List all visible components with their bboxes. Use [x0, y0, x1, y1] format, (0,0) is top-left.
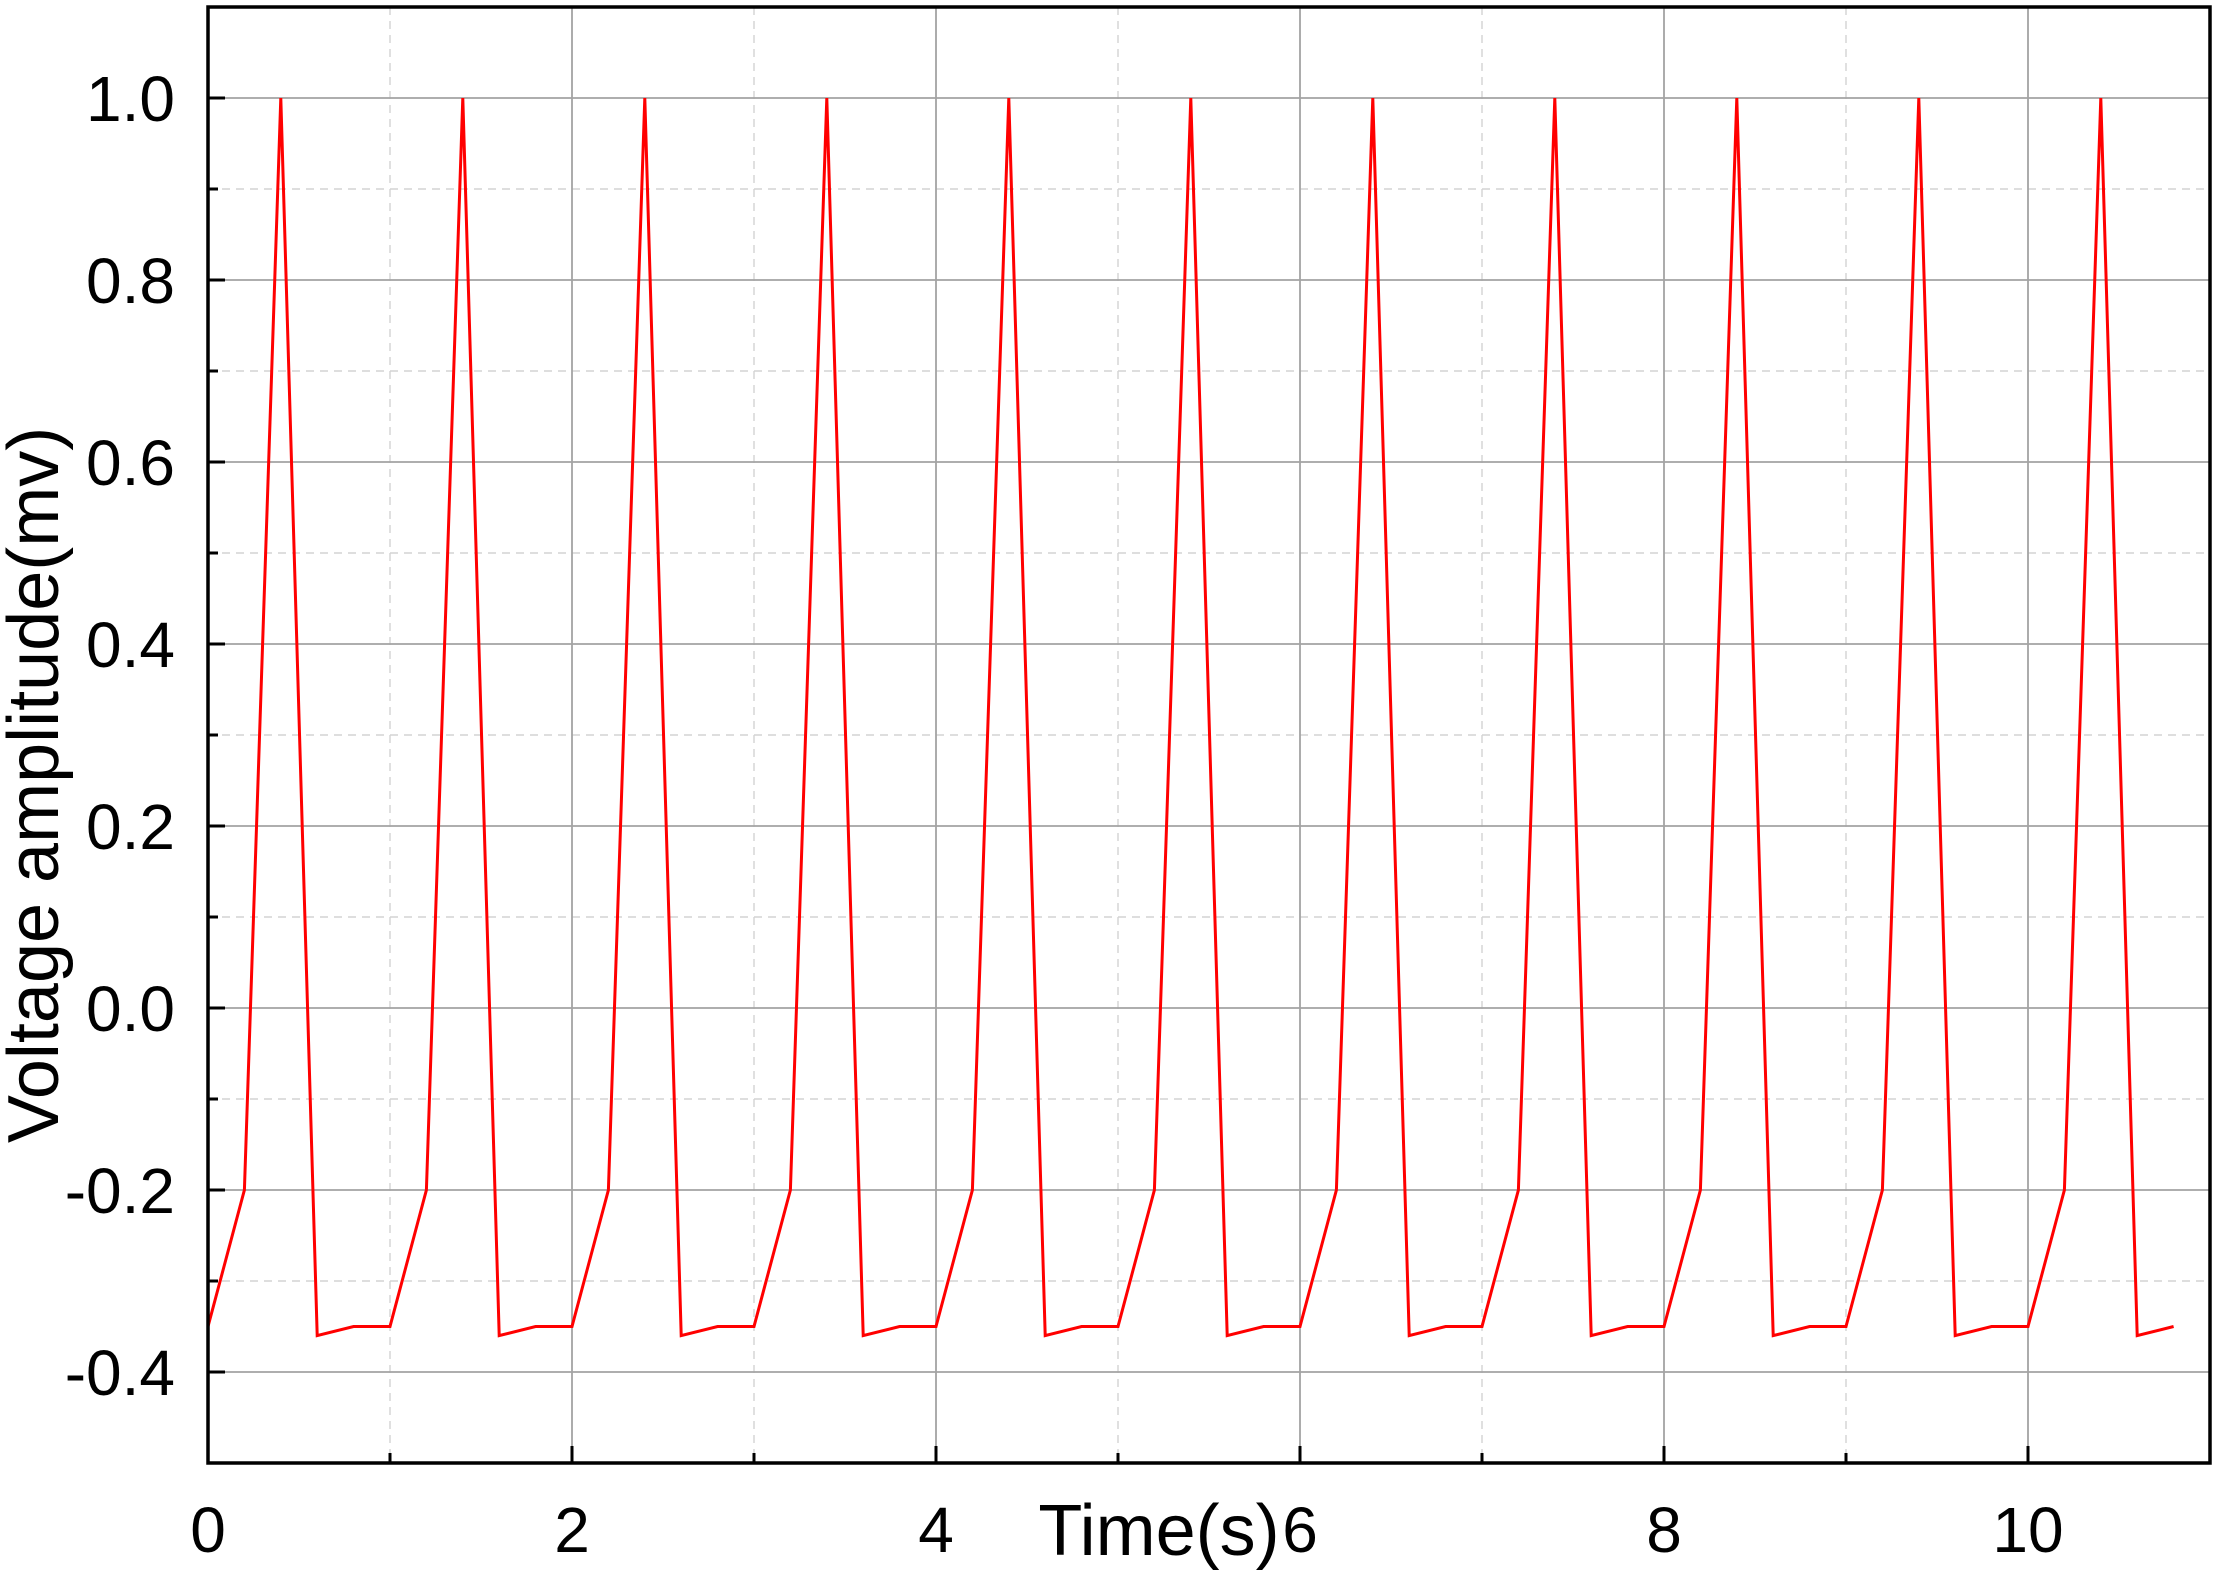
y-tick-labels: -0.4 -0.2 0.0 0.2 0.4 0.6 0.8 1.0 — [65, 63, 175, 1409]
y-tick-label: 0.0 — [86, 973, 175, 1045]
y-tick-label: 0.2 — [86, 791, 175, 863]
y-tick-label: 0.4 — [86, 609, 175, 681]
x-tick-label: 10 — [1992, 1494, 2063, 1566]
x-tick-label: 0 — [190, 1494, 226, 1566]
y-axis-label: Voltage amplitude(mv) — [0, 427, 74, 1143]
major-grid — [208, 7, 2210, 1463]
x-tick-label: 6 — [1282, 1494, 1318, 1566]
series-layer — [206, 97, 2174, 1338]
tick-marks — [206, 96, 2030, 1463]
x-tick-label: 8 — [1646, 1494, 1682, 1566]
y-tick-label: 1.0 — [86, 63, 175, 135]
x-axis-label: Time(s) — [1038, 1491, 1279, 1571]
y-tick-label: -0.4 — [65, 1337, 175, 1409]
x-tick-labels: 0 2 4 6 8 10 — [190, 1494, 2063, 1566]
x-tick-label: 4 — [918, 1494, 954, 1566]
x-tick-label: 2 — [554, 1494, 590, 1566]
series-line — [206, 97, 2174, 1338]
y-tick-label: 0.8 — [86, 245, 175, 317]
y-tick-label: 0.6 — [86, 427, 175, 499]
y-tick-label: -0.2 — [65, 1155, 175, 1227]
